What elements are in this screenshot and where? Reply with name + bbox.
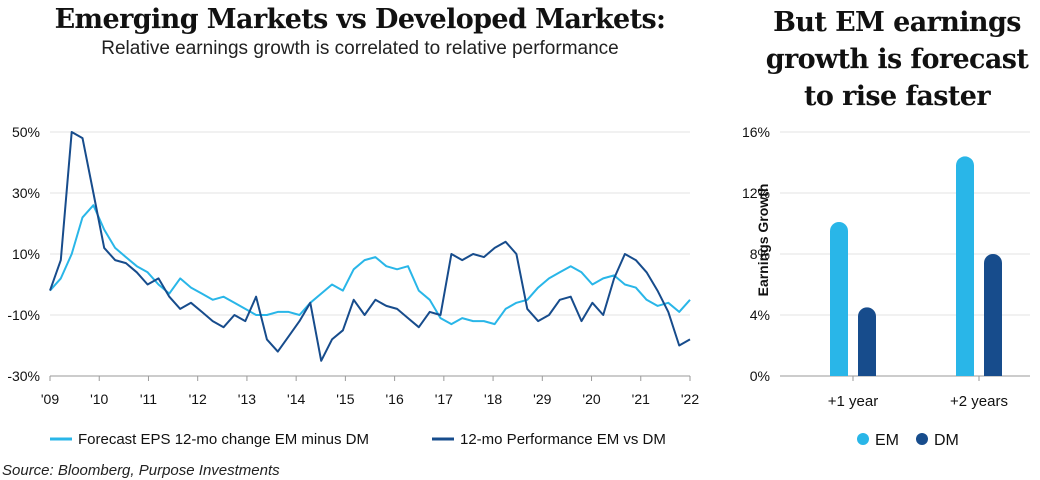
legend-dot	[857, 433, 869, 445]
line-chart-x-tick-label: '09	[41, 391, 59, 407]
bar-chart: 16% 12% 8% 4% 0% +1 year +2 years EM DM Earnin…	[742, 124, 1030, 449]
line-chart-x-tick-label: '10	[90, 391, 108, 407]
line-chart-y-tick-label: -30%	[7, 368, 40, 384]
line-chart-x-tick-label: '21	[632, 391, 650, 407]
line-chart-gridlines	[50, 131, 690, 377]
right-title-line-1: But EM earnings	[773, 7, 1021, 38]
line-chart-x-tick-label: '18	[484, 391, 502, 407]
bar-chart-x-tick-label: +1 year	[828, 393, 878, 410]
bar-em-1	[830, 221, 848, 376]
line-chart-legend: Forecast EPS 12-mo change EM minus DM 12-…	[50, 431, 666, 448]
bar-dm-1	[858, 307, 876, 376]
line-chart-series	[49, 131, 691, 362]
legend-label: EM	[875, 432, 899, 449]
line-chart-y-ticks: 50% 30% 10% -10% -30%	[7, 124, 40, 384]
legend-label: DM	[934, 432, 959, 449]
line-chart-y-tick-label: 30%	[12, 185, 40, 201]
right-title-line-2: growth is forecast	[765, 44, 1029, 75]
legend-label: 12-mo Performance EM vs DM	[460, 431, 666, 448]
line-chart-x-tick-label: '14	[287, 391, 305, 407]
line-chart-x-tick-label: '17	[435, 391, 453, 407]
bar-chart-y-tick-label: 12%	[742, 185, 770, 201]
line-chart: 50%30%10%-10%-30% '09'10'11'12'13'14'15 '…	[7, 124, 699, 448]
bar-chart-x-ticks: +1 year +2 years	[828, 376, 1008, 410]
line-chart-x-tick-label: '13	[238, 391, 256, 407]
left-chart-title: Emerging Markets vs Developed Markets:	[54, 4, 666, 35]
line-chart-x-tick-label: '15	[336, 391, 354, 407]
line-chart-x-ticks: '09 '10 '11 '12 '13 '14 '15 '16 '17 '18 '29 '20 '21 '…	[41, 376, 699, 407]
line-chart-x-tick-label: '20	[582, 391, 600, 407]
left-chart-subtitle: Relative earnings growth is correlated t…	[101, 38, 619, 59]
bar-chart-y-tick-label: 8%	[750, 246, 770, 262]
series-line-forecast-eps	[49, 204, 691, 326]
legend-label: Forecast EPS 12-mo change EM minus DM	[78, 431, 369, 448]
line-chart-y-tick-label: 50%	[12, 124, 40, 140]
series-line-performance	[49, 131, 691, 362]
line-chart-x-tick-label: '22	[681, 391, 699, 407]
bar-chart-legend: EM DM	[857, 432, 959, 449]
bar-chart-y-tick-label: 16%	[742, 124, 770, 140]
bar-chart-y-ticks: 16% 12% 8% 4% 0%	[742, 124, 770, 384]
right-chart-title: But EM earnings growth is forecast to ri…	[742, 4, 1040, 115]
line-chart-x-tick-label: '29	[533, 391, 551, 407]
bar-dm-2	[984, 254, 1002, 376]
right-title-line-3: to rise faster	[804, 81, 991, 112]
line-chart-y-tick-label: -10%	[7, 307, 40, 323]
bar-chart-y-tick-label: 4%	[750, 307, 770, 323]
legend-dot	[916, 433, 928, 445]
source-note: Source: Bloomberg, Purpose Investments	[2, 462, 280, 479]
bar-chart-bars	[830, 156, 1002, 376]
line-chart-x-tick-label: '16	[385, 391, 403, 407]
line-chart-x-tick-label: '12	[189, 391, 207, 407]
bar-chart-y-tick-label: 0%	[750, 368, 770, 384]
bar-chart-x-tick-label: +2 years	[950, 393, 1008, 410]
line-chart-x-tick-label: '11	[140, 391, 157, 407]
bar-em-2	[956, 156, 974, 376]
bar-chart-y-axis-label: Earnings Growth	[755, 184, 771, 297]
bar-chart-gridlines	[780, 131, 1030, 377]
line-chart-y-tick-label: 10%	[12, 246, 40, 262]
